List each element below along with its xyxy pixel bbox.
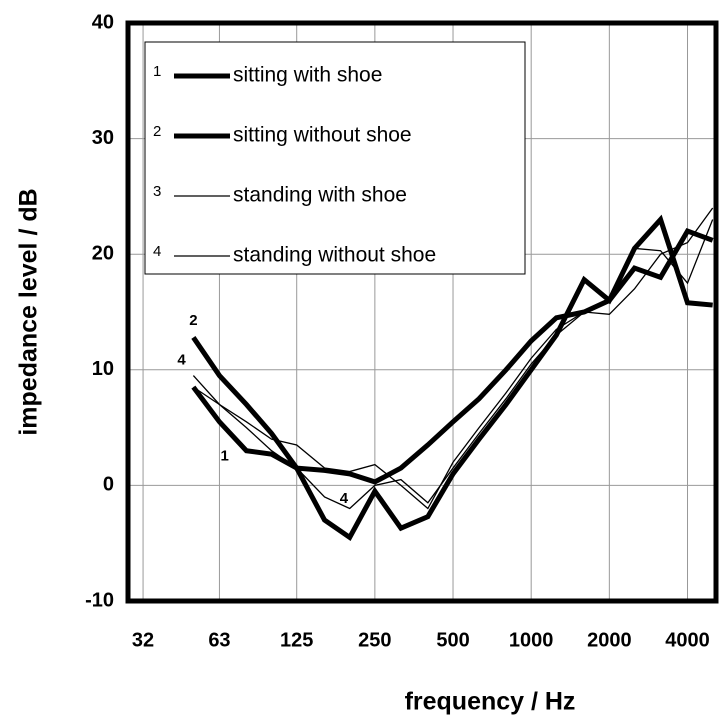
curve-label: 2 (189, 312, 197, 329)
legend-number: 1 (153, 63, 161, 80)
curve-label: 4 (340, 490, 349, 507)
y-tick-label: 10 (92, 358, 114, 380)
legend-label: standing with shoe (233, 184, 407, 207)
y-tick-label: 20 (92, 242, 114, 264)
legend-box (144, 41, 526, 275)
x-tick-label: 63 (208, 629, 230, 651)
x-tick-label: 250 (358, 629, 391, 651)
data-line (191, 228, 714, 485)
curve-label: 4 (177, 352, 186, 369)
x-tick-label: 32 (132, 629, 154, 651)
data-line (192, 207, 714, 510)
y-tick-label: 0 (103, 474, 114, 496)
x-tick-label: 125 (280, 629, 313, 651)
y-tick-label: 40 (92, 11, 114, 33)
legend-label: standing without shoe (233, 244, 436, 267)
legend-number: 4 (153, 243, 161, 260)
y-tick-label: 30 (92, 127, 114, 149)
plot-frame (125, 20, 719, 604)
legend-number: 2 (153, 123, 161, 140)
x-tick-label: 500 (436, 629, 469, 651)
legend-number: 3 (153, 183, 161, 200)
legend-label: sitting with shoe (233, 64, 382, 87)
data-line (193, 219, 714, 510)
legend-label: sitting without shoe (233, 124, 412, 147)
x-axis-label: frequency / Hz (405, 688, 576, 716)
x-tick-label: 2000 (587, 629, 632, 651)
x-tick-label: 1000 (509, 629, 554, 651)
x-tick-label: 4000 (665, 629, 710, 651)
y-tick-label: -10 (85, 589, 114, 611)
y-axis-label: impedance level / dB (15, 188, 43, 435)
curve-label: 1 (221, 447, 229, 464)
